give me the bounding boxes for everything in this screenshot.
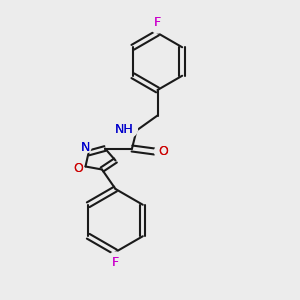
Circle shape [109, 252, 122, 265]
Text: F: F [154, 16, 161, 28]
Circle shape [121, 121, 137, 137]
Text: NH: NH [115, 122, 134, 136]
Text: NH: NH [115, 122, 134, 136]
Text: O: O [73, 161, 83, 175]
Circle shape [73, 163, 83, 173]
Text: O: O [158, 145, 168, 158]
Text: N: N [81, 141, 90, 154]
Circle shape [151, 20, 164, 33]
Circle shape [154, 145, 168, 158]
Text: F: F [112, 256, 119, 269]
Circle shape [80, 142, 91, 153]
Text: F: F [154, 16, 161, 28]
Text: F: F [112, 256, 119, 269]
Text: O: O [158, 145, 168, 158]
Text: O: O [73, 161, 83, 175]
Text: N: N [81, 141, 90, 154]
